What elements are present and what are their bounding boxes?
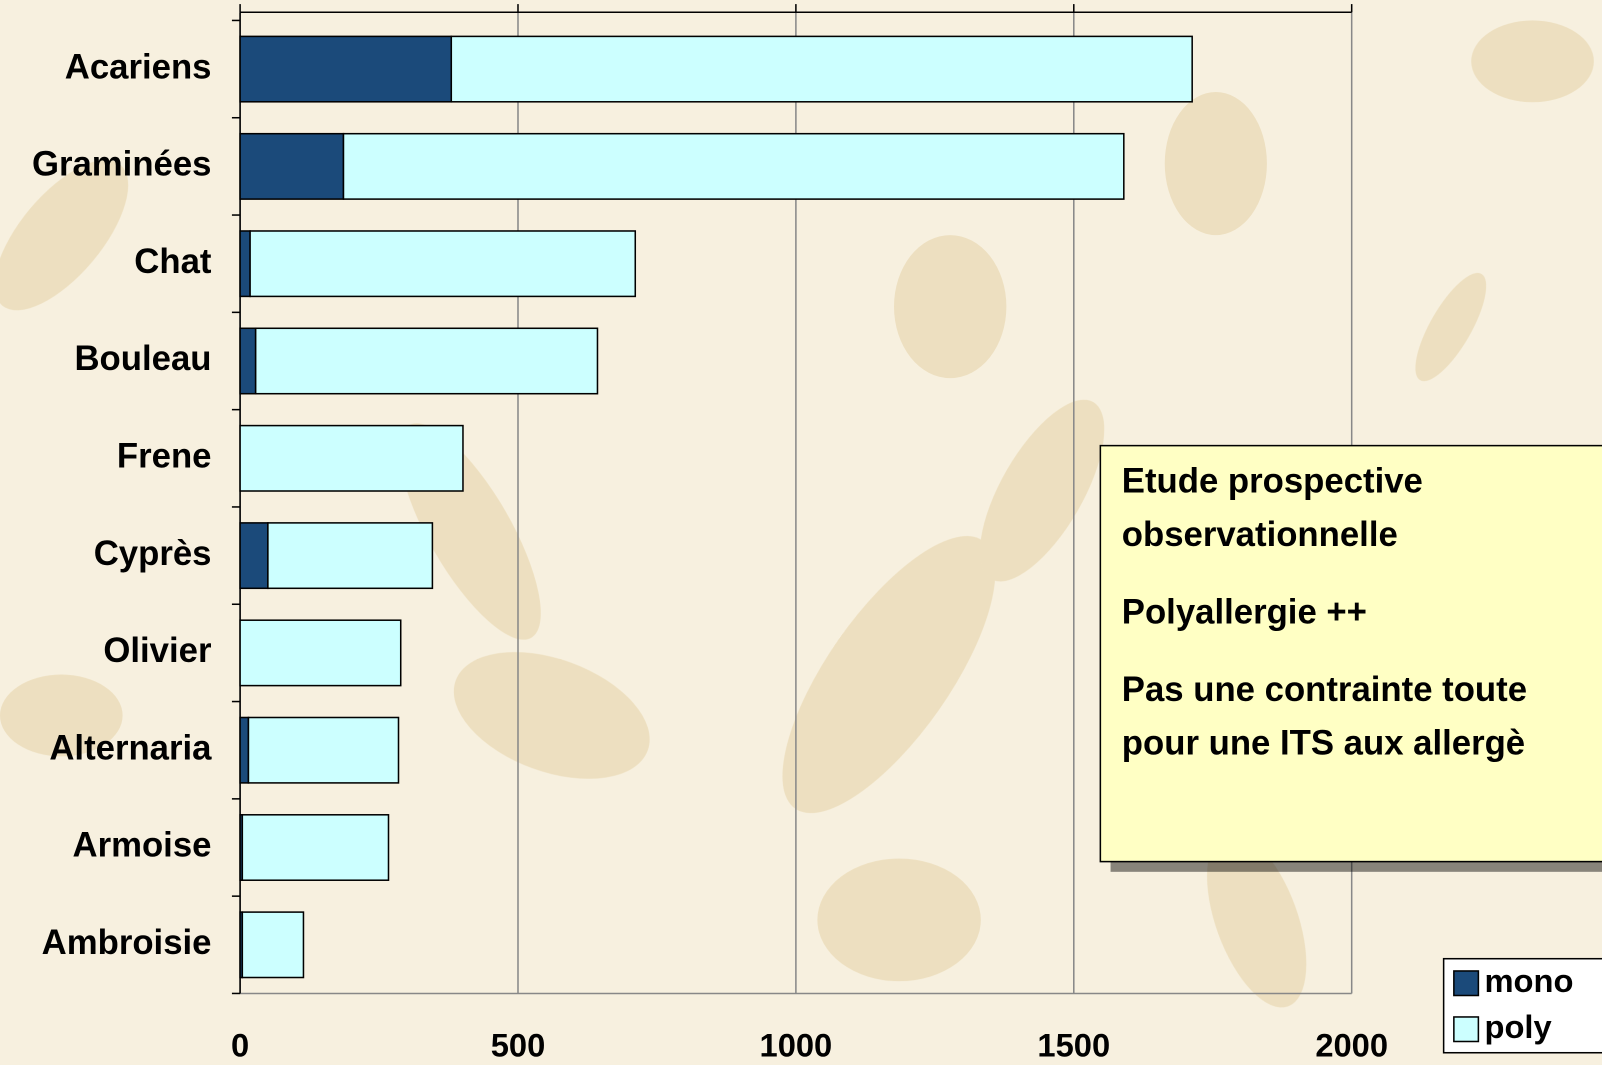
bar [450, 35, 1193, 103]
background-pattern [0, 20, 1594, 1008]
bar [254, 327, 599, 395]
y-tick-label: Cyprès [94, 535, 212, 573]
bar [241, 911, 305, 979]
y-tick-label: Chat [134, 243, 212, 281]
y-tick-label: Olivier [103, 632, 211, 670]
annotation-text: Pas une contrainte toute [1122, 671, 1527, 709]
bar [239, 716, 250, 784]
y-tick-label: Frene [117, 437, 212, 475]
bar [239, 619, 402, 687]
bar [267, 522, 434, 590]
x-tick-label: 2000 [1315, 1026, 1388, 1063]
bar [249, 230, 637, 298]
x-tick-label: 500 [491, 1026, 546, 1063]
x-tick-label: 1000 [760, 1026, 833, 1063]
bar [239, 327, 257, 395]
bar [342, 132, 1125, 200]
legend-label: poly [1485, 1008, 1552, 1045]
y-tick-label: Ambroisie [42, 924, 212, 962]
x-tick-label: 0 [231, 1026, 249, 1063]
bar [239, 132, 345, 200]
annotation-text: Polyallergie ++ [1122, 593, 1367, 631]
annotation-text: Etude prospective [1122, 463, 1423, 501]
annotation-box [1099, 444, 1602, 863]
x-tick-label: 1500 [1037, 1026, 1110, 1063]
y-tick-label: Bouleau [74, 340, 211, 378]
legend-label: mono [1485, 962, 1574, 999]
y-tick-label: Armoise [73, 827, 212, 865]
legend-swatch [1453, 970, 1480, 997]
bar [239, 35, 453, 103]
y-tick-label: Acariens [65, 48, 212, 86]
bar [241, 814, 390, 881]
annotation-text: pour une ITS aux allergè [1122, 724, 1525, 762]
legend-swatch [1453, 1016, 1480, 1043]
bar [239, 230, 251, 298]
annotation-text: observationnelle [1122, 516, 1398, 554]
y-tick-label: Graminées [32, 146, 212, 184]
bar [239, 424, 464, 492]
bar [247, 716, 400, 784]
bar [239, 522, 269, 590]
y-tick-label: Alternaria [49, 729, 212, 767]
